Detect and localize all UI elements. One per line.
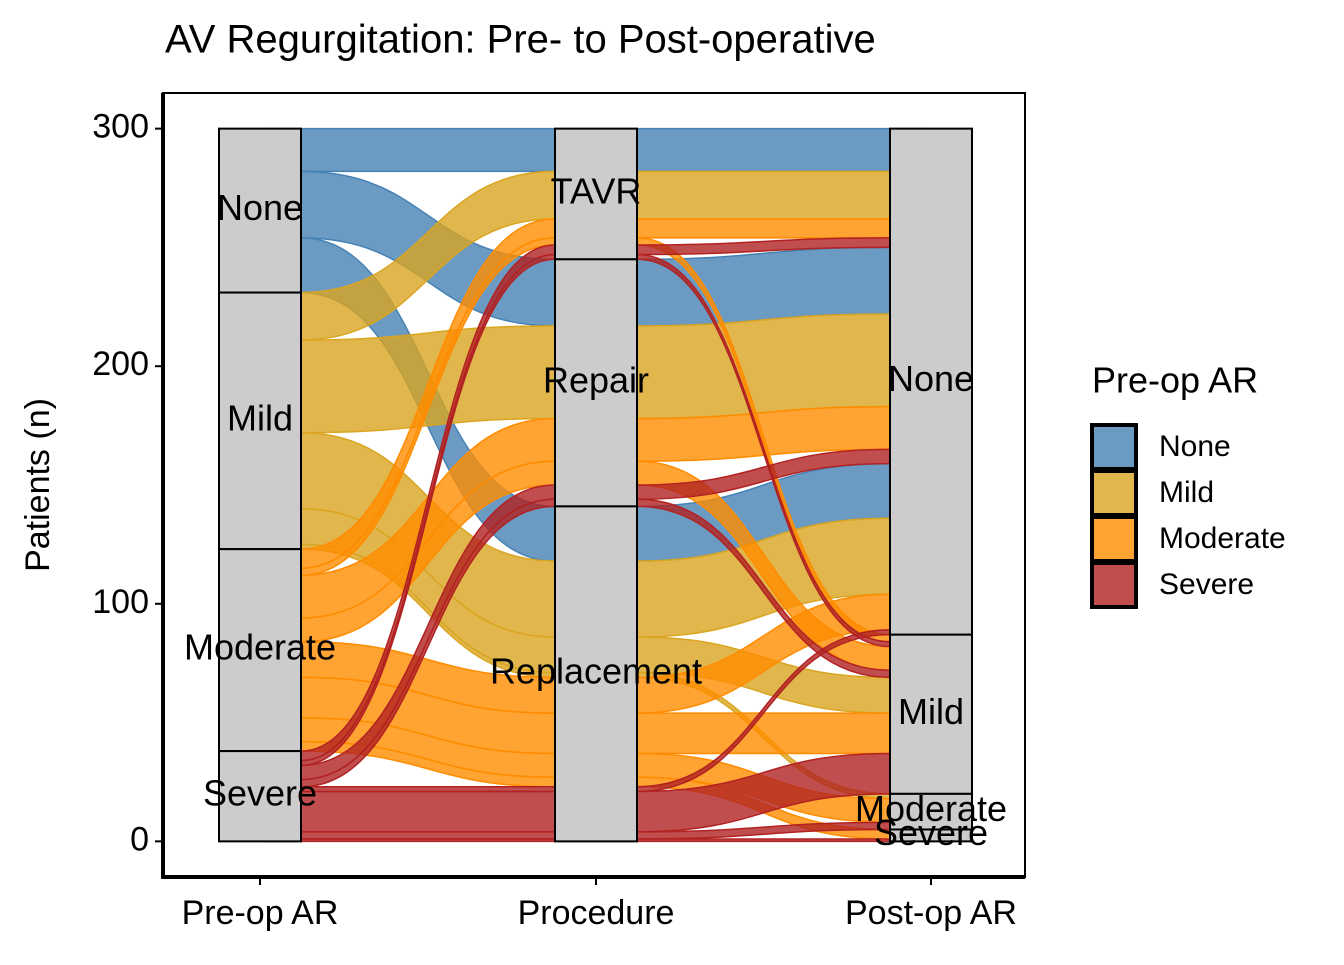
stratum xyxy=(218,127,302,294)
stratum xyxy=(218,548,302,753)
stratum xyxy=(554,505,638,843)
legend-label: Mild xyxy=(1159,476,1214,509)
stratum-label: None xyxy=(217,187,303,228)
y-tick-label: 200 xyxy=(92,345,149,383)
stratum-label: None xyxy=(888,358,974,399)
legend-key xyxy=(1090,561,1138,609)
y-tick-label: 0 xyxy=(130,820,149,858)
legend-label: Moderate xyxy=(1159,522,1286,555)
stratum-label: Severe xyxy=(874,812,988,853)
x-tick-label: Post-op AR xyxy=(845,894,1017,932)
stratum-label: Mild xyxy=(227,397,293,438)
stratum-label: Moderate xyxy=(184,627,336,668)
legend-key xyxy=(1090,423,1138,471)
stratum-label: TAVR xyxy=(551,170,642,211)
stratum xyxy=(554,258,638,508)
stratum xyxy=(889,828,973,843)
stratum xyxy=(554,127,638,261)
stratum xyxy=(218,750,302,843)
stratum xyxy=(889,127,973,636)
x-tick-label: Pre-op AR xyxy=(182,894,339,932)
legend-label: None xyxy=(1159,430,1231,463)
legend-key xyxy=(1090,515,1138,563)
stratum-label: Replacement xyxy=(490,650,702,691)
stratum-label: Severe xyxy=(203,773,317,814)
y-tick-label: 300 xyxy=(92,108,149,146)
legend-key xyxy=(1090,469,1138,517)
stratum xyxy=(218,291,302,551)
y-tick-label: 100 xyxy=(92,583,149,621)
stratum-label: Mild xyxy=(898,691,964,732)
stratum-label: Repair xyxy=(543,359,649,400)
legend-label: Severe xyxy=(1159,568,1254,601)
legend-title: Pre-op AR xyxy=(1092,360,1258,401)
y-axis-title: Patients (n) xyxy=(19,398,57,572)
chart-title: AV Regurgitation: Pre- to Post-operative xyxy=(165,18,876,62)
stratum xyxy=(889,633,973,795)
x-tick-label: Procedure xyxy=(518,894,675,932)
stratum-label: Moderate xyxy=(855,788,1007,829)
stratum xyxy=(889,792,973,831)
